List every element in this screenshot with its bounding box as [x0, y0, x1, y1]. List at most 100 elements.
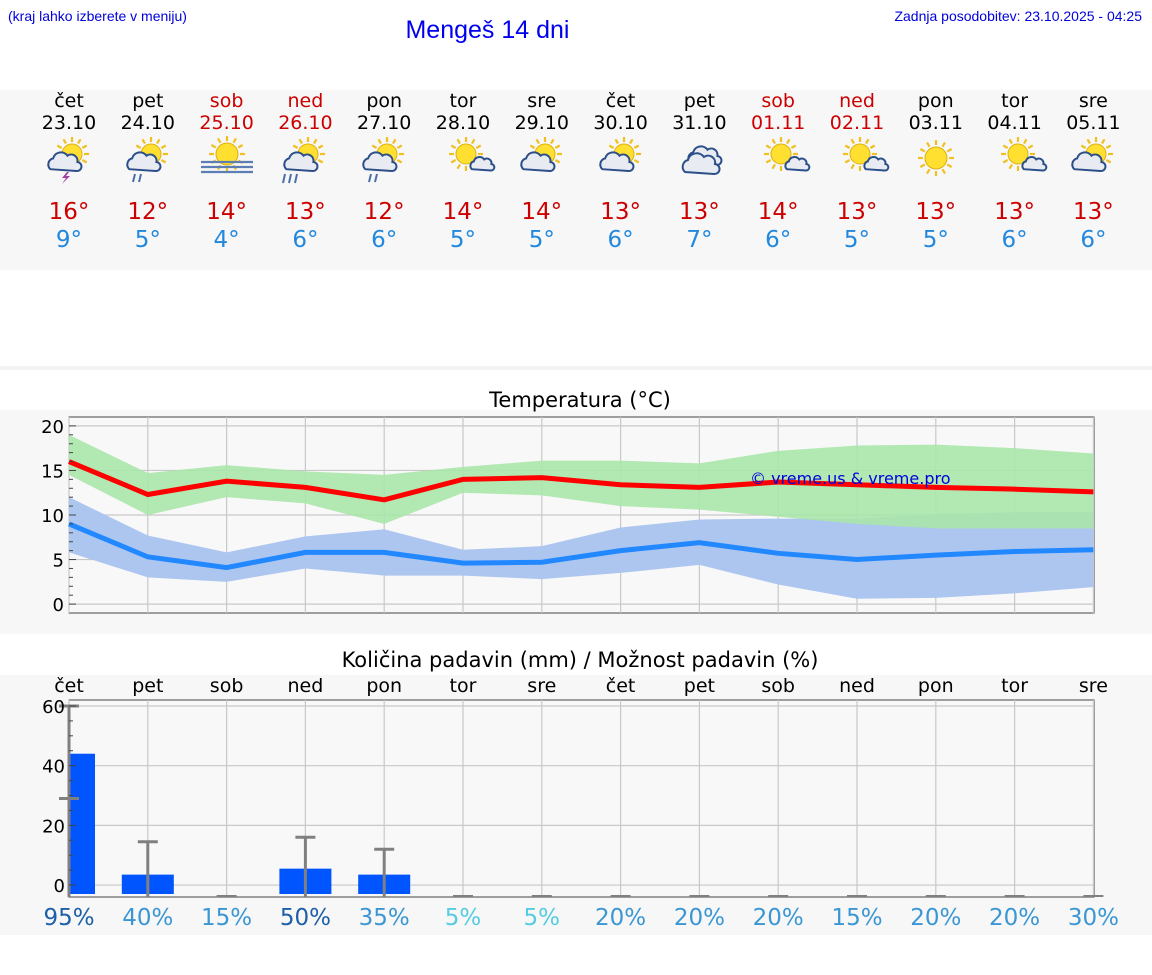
day-name: pon — [366, 90, 403, 112]
x-tick-label: pet — [132, 675, 163, 697]
sun-small-cloud-icon — [843, 137, 890, 172]
day-name: sre — [527, 90, 557, 112]
day-name: ned — [287, 90, 324, 112]
day-name: čet — [54, 90, 84, 112]
precipitation-probability: 30% — [1067, 905, 1119, 931]
x-tick-label: tor — [450, 675, 477, 697]
y-tick-label: 0 — [54, 876, 65, 897]
max-temperature: 13° — [679, 199, 720, 225]
min-temperature: 9° — [55, 227, 83, 253]
x-tick-label: pon — [918, 675, 954, 697]
max-temperature: 13° — [1073, 199, 1114, 225]
sun-fog-icon — [200, 136, 253, 174]
precipitation-probability: 20% — [673, 905, 725, 931]
precipitation-probability: 20% — [910, 905, 962, 931]
day-date: 25.10 — [199, 112, 254, 134]
min-temperature: 6° — [371, 227, 398, 253]
x-tick-label: sob — [210, 675, 244, 697]
day-name: ned — [839, 90, 875, 112]
max-temperature: 13° — [285, 199, 326, 225]
x-tick-label: sob — [761, 675, 795, 697]
sun-small-cloud-icon — [1000, 137, 1047, 172]
max-temperature: 13° — [994, 199, 1035, 225]
precipitation-bar — [69, 753, 95, 895]
y-tick-label: 20 — [41, 417, 64, 438]
precipitation-probability: 20% — [989, 905, 1041, 931]
day-name: čet — [605, 90, 636, 112]
sun-small-cloud-icon — [764, 137, 811, 172]
cloudy-icon — [682, 145, 723, 175]
max-temperature: 14° — [442, 199, 484, 225]
y-tick-label: 0 — [53, 595, 64, 616]
precipitation-probability: 35% — [358, 905, 410, 931]
day-name: sob — [761, 90, 795, 112]
min-temperature-line — [68, 521, 1094, 571]
day-date: 02.11 — [829, 112, 885, 134]
x-tick-label: ned — [839, 675, 875, 697]
max-temperature-line — [68, 459, 1094, 503]
day-date: 01.11 — [750, 112, 806, 134]
day-date: 28.10 — [435, 112, 491, 134]
sun-small-cloud-icon — [449, 137, 496, 172]
precipitation-probability: 20% — [595, 905, 647, 931]
min-temperature: 5° — [528, 227, 555, 253]
day-date: 23.10 — [41, 112, 97, 134]
day-date: 29.10 — [514, 112, 569, 134]
sun-cloud-light-rain-icon — [362, 137, 405, 183]
temperature-chart: 0 5 10 15 20 © vreme.us & vreme.pro — [41, 416, 1095, 616]
min-temperature: 5° — [134, 227, 161, 253]
y-tick-label: 15 — [41, 461, 64, 482]
last-updated: Zadnja posodobitev: 23.10.2025 - 04:25 — [894, 8, 1142, 24]
day-date: 31.10 — [672, 112, 727, 134]
max-temperature: 12° — [127, 199, 169, 225]
day-date: 05.11 — [1066, 112, 1121, 134]
day-name: sob — [209, 90, 244, 112]
day-name: sre — [1078, 90, 1108, 112]
x-tick-label: tor — [1001, 675, 1028, 697]
precipitation-probability: 15% — [201, 905, 253, 931]
sun-cloud-icon — [1071, 137, 1114, 172]
max-temperature: 16° — [48, 199, 90, 225]
precipitation-probability: 5% — [444, 905, 482, 931]
max-temperature: 14° — [206, 199, 247, 225]
day-name: tor — [449, 90, 477, 112]
day-date: 26.10 — [278, 112, 333, 134]
separator — [0, 366, 1152, 370]
temperature-chart-title: Temperatura (°C) — [489, 388, 671, 412]
min-temperature: 5° — [449, 227, 477, 253]
x-tick-label: čet — [54, 675, 84, 697]
max-temperature: 12° — [363, 199, 405, 225]
y-tick-label: 40 — [42, 757, 65, 778]
sun-icon — [917, 140, 954, 176]
sun-thunderstorm-icon — [47, 137, 89, 184]
precipitation-chart: čet pet sob ned pon tor sre čet pet sob ned pon tor s… — [42, 675, 1108, 898]
max-temperature: 13° — [915, 199, 957, 225]
max-temperature: 13° — [836, 199, 878, 225]
sun-cloud-icon — [598, 137, 641, 172]
plot-area — [68, 699, 1095, 898]
min-temperature: 4° — [213, 227, 240, 253]
day-date: 24.10 — [120, 112, 175, 134]
watermark: © vreme.us & vreme.pro — [750, 469, 951, 488]
day-name: pon — [917, 90, 954, 112]
min-temperature: 6° — [607, 227, 634, 253]
precipitation-probability: 20% — [752, 905, 804, 931]
precipitation-probability: 15% — [831, 905, 883, 931]
min-temperature: 5° — [843, 227, 871, 253]
precipitation-chart-title: Količina padavin (mm) / Možnost padavin … — [341, 648, 819, 672]
min-temperature-band — [69, 497, 1094, 599]
precipitation-probability: 50% — [279, 905, 331, 931]
x-tick-label: pet — [684, 675, 715, 697]
min-temperature: 6° — [292, 227, 319, 253]
max-temperature: 13° — [600, 199, 641, 225]
day-name: pet — [683, 90, 715, 112]
x-tick-label: sre — [1079, 675, 1108, 697]
day-date: 03.11 — [908, 112, 963, 134]
min-temperature: 6° — [765, 227, 792, 253]
day-date: 27.10 — [356, 112, 412, 134]
min-temperature: 7° — [686, 227, 713, 253]
x-tick-label: čet — [606, 675, 636, 697]
min-temperature: 6° — [1001, 227, 1028, 253]
sun-cloud-icon — [520, 137, 562, 172]
location-hint: (kraj lahko izberete v meniju) — [8, 8, 187, 24]
